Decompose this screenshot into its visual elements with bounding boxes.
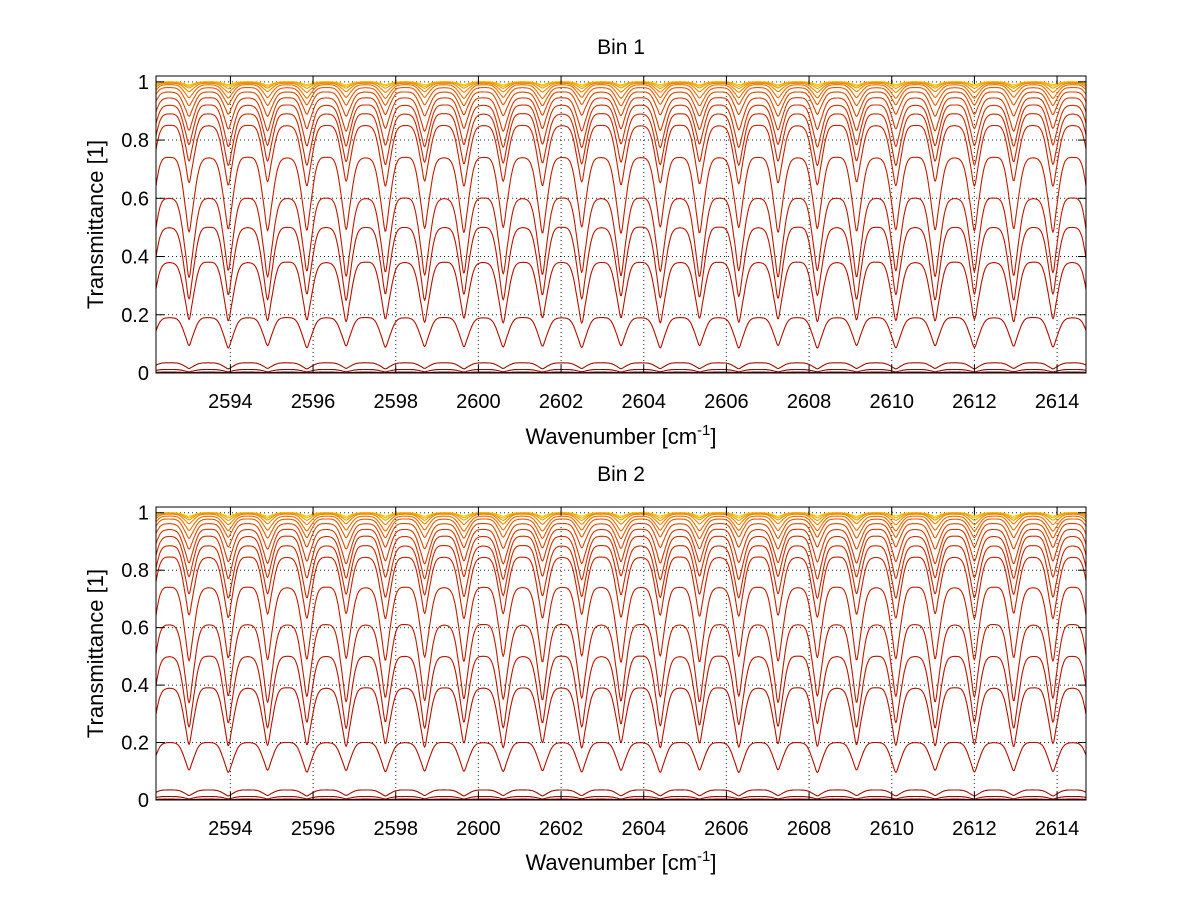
chart-1-x-tick-label-9: 2612 [952,391,997,413]
chart-1-x-axis-label: Wavenumber [cm-1] [525,422,716,449]
chart-1-x-tick-label-5: 2604 [621,391,666,413]
chart-2-x-axis-label: Wavenumber [cm-1] [525,848,716,875]
chart-1-series-line-18 [156,368,1086,373]
chart-2-x-tick-label-4: 2602 [539,818,584,840]
chart-2-series-line-11 [156,556,1086,620]
chart-1-x-tick-label-10: 2614 [1035,391,1080,413]
chart-2-y-tick-label-1: 0.2 [121,733,149,755]
chart-2-x-tick-label-0: 2594 [208,818,253,840]
chart-2-series-line-10 [156,545,1086,599]
chart-2-y-tick-label-5: 1 [138,503,149,525]
chart-2-y-tick-label-2: 0.4 [121,675,149,697]
chart-1-series-group [156,81,1086,373]
chart-2-series-line-2 [156,512,1086,519]
chart-1-x-tick-label-7: 2608 [787,391,832,413]
chart-2-series-line-5 [156,515,1086,532]
chart-1-y-tick-label-2: 0.4 [121,247,149,269]
chart-1-y-axis-label: Transmittance [1] [83,140,108,309]
chart-1-x-tick-label-8: 2610 [869,391,914,413]
chart-2-x-tick-label-9: 2612 [952,818,997,840]
chart-1-axes-box [155,75,1087,374]
chart-1-series-line-4 [156,82,1086,93]
chart-1-series-line-8 [156,97,1086,132]
chart-2-x-tick-label-2: 2598 [373,818,418,840]
chart-2-series-line-1 [156,512,1086,517]
chart-1-series-line-12 [156,156,1086,234]
chart-1-series-line-16 [156,317,1086,349]
chart-1-series-line-9 [156,104,1086,149]
chart-1-series-line-6 [156,87,1086,107]
chart-1-x-tick-label-4: 2602 [539,391,584,413]
chart-1-x-tick-label-6: 2606 [704,391,749,413]
chart-2-series-line-6 [156,518,1086,539]
chart-2-x-tick-label-3: 2600 [456,818,501,840]
chart-2-series-line-14 [156,655,1086,729]
chart-2-y-tick-label-4: 0.8 [121,560,149,582]
chart-1-y-tick-label-0: 0 [138,363,149,385]
chart-2-x-tick-label-6: 2606 [704,818,749,840]
chart-2-x-tick-label-8: 2610 [869,818,914,840]
chart-1-series-line-13 [156,197,1086,278]
chart-2-y-tick-label-3: 0.6 [121,618,149,640]
chart-1-x-tick-label-3: 2600 [456,391,501,413]
chart-1-x-tick-label-2: 2598 [373,391,418,413]
chart-2-series-line-9 [156,535,1086,581]
chart-1-series-line-11 [156,124,1086,187]
chart-2-series-line-4 [156,513,1086,526]
chart-1-series-line-7 [156,91,1086,117]
chart-2-series-line-15 [156,687,1086,749]
chart-2-x-tick-label-1: 2596 [291,818,336,840]
chart-2-series-line-16 [156,741,1086,774]
chart-2-series-line-3 [156,512,1086,522]
chart-2-title: Bin 2 [597,463,645,486]
chart-2-series-line-7 [156,523,1086,550]
chart-1-series-line-14 [156,226,1086,301]
chart-1-title: Bin 1 [597,36,645,59]
chart-2-series-line-18 [156,795,1086,800]
chart-2-series-line-13 [156,623,1086,704]
chart-1-panel: 2594 2596 2598 2600 2602 2604 2606 2608 2610 2612… [83,36,1087,449]
chart-1-series-line-10 [156,113,1086,167]
chart-2-series-line-8 [156,528,1086,565]
chart-2-panel: 2594 2596 2598 2600 2602 2604 2606 2608 2610 2612… [83,463,1087,875]
chart-2-y-tick-label-0: 0 [138,790,149,812]
chart-2-x-tick-label-7: 2608 [787,818,832,840]
chart-1-series-line-1 [156,81,1086,86]
chart-2-x-tick-label-5: 2604 [621,818,666,840]
chart-2-x-tick-label-10: 2614 [1035,818,1080,840]
chart-2-series-line-17 [156,789,1086,797]
chart-1-x-tick-label-1: 2596 [291,391,336,413]
chart-1-series-line-17 [156,362,1086,370]
chart-1-series-line-5 [156,84,1086,99]
chart-1-y-tick-label-3: 0.6 [121,188,149,210]
chart-2-axes-box [155,506,1087,801]
chart-2-y-axis-label: Transmittance [1] [83,569,108,738]
chart-1-series-line-15 [156,261,1086,324]
chart-1-series-line-3 [156,81,1086,90]
chart-1-y-tick-label-1: 0.2 [121,305,149,327]
chart-2-series-line-12 [156,586,1086,663]
chart-1-y-tick-label-4: 0.8 [121,130,149,152]
chart-1-series-line-2 [156,81,1086,87]
chart-1-x-tick-label-0: 2594 [208,391,253,413]
chart-1-y-tick-label-5: 1 [138,72,149,94]
chart-2-series-group [156,512,1086,800]
